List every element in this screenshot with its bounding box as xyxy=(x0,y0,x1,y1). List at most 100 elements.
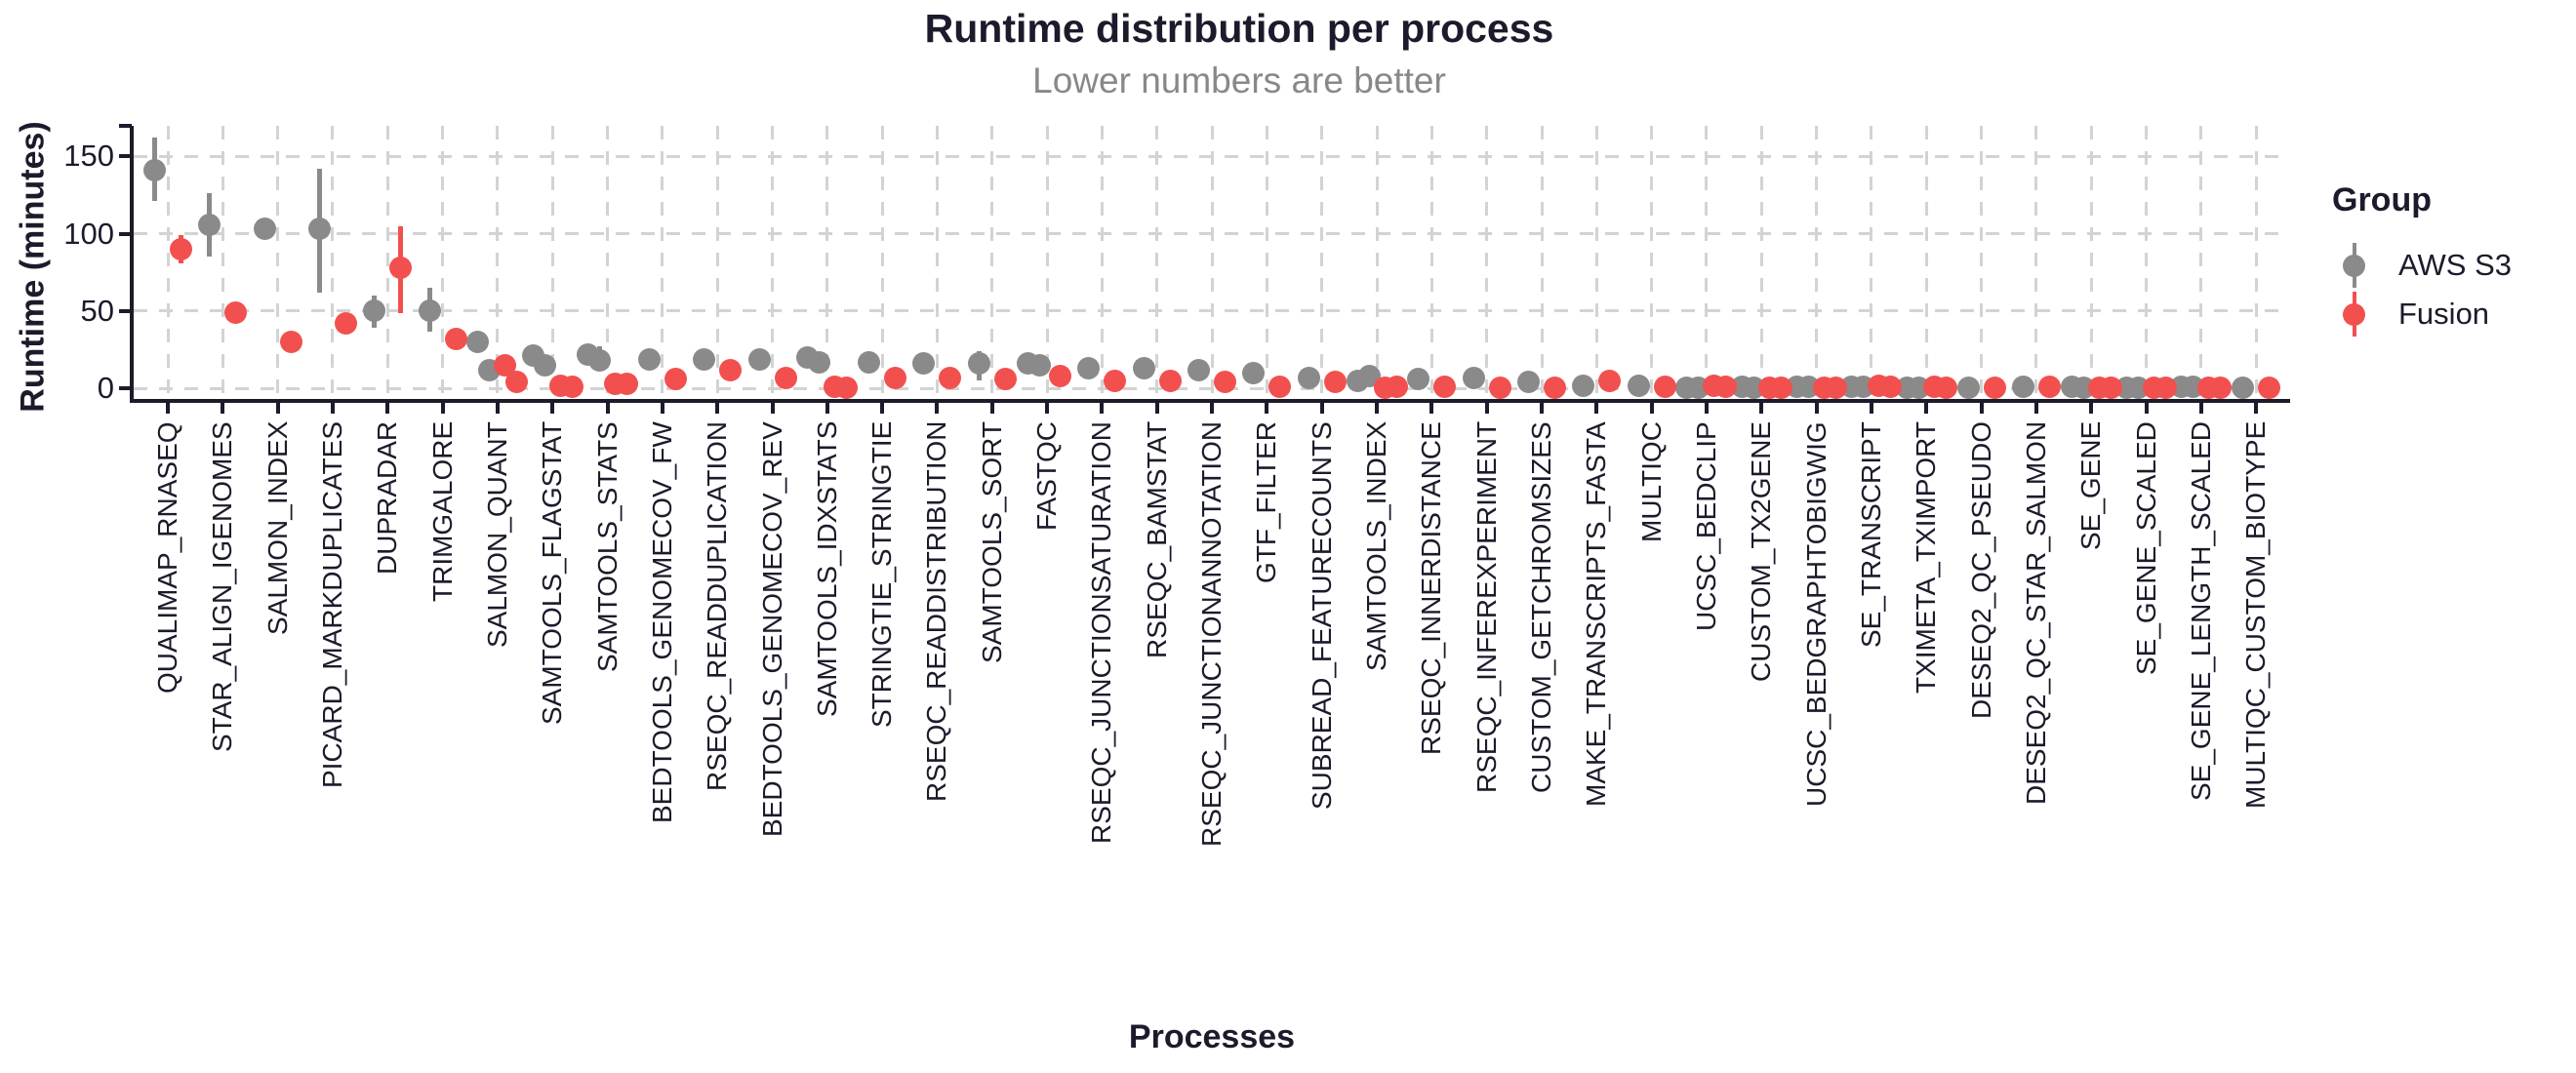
legend-label: Fusion xyxy=(2398,297,2490,331)
grid-line-horizontal xyxy=(134,386,2290,390)
grid-line-vertical xyxy=(1980,126,1984,399)
x-tick-label: SAMTOOLS_STATS xyxy=(591,421,623,672)
grid-line-vertical xyxy=(1265,126,1268,399)
x-tick-label: UCSC_BEDGRAPHTOBIGWIG xyxy=(1800,421,1831,807)
data-point-aws-s3 xyxy=(1462,366,1485,389)
x-tick-label: SE_GENE_SCALED xyxy=(2130,421,2161,675)
grid-line-vertical xyxy=(1594,126,1598,399)
x-tick-mark xyxy=(2254,401,2259,414)
x-tick-mark xyxy=(605,401,610,414)
x-tick-mark xyxy=(1649,401,1654,414)
data-point-aws-s3 xyxy=(912,352,936,376)
data-point-fusion xyxy=(2209,377,2233,399)
data-point-aws-s3 xyxy=(253,218,276,241)
data-point-fusion xyxy=(444,328,467,350)
x-tick-label: RSEQC_JUNCTIONSATURATION xyxy=(1086,421,1117,844)
data-point-aws-s3 xyxy=(533,353,556,377)
data-point-aws-s3 xyxy=(1132,357,1155,380)
x-tick-mark xyxy=(2198,401,2203,414)
x-tick-mark xyxy=(550,401,555,414)
grid-line-vertical xyxy=(2089,126,2093,399)
grid-line-vertical xyxy=(2199,126,2203,399)
grid-line-vertical xyxy=(276,126,280,399)
x-axis-title: Processes xyxy=(1128,1018,1296,1055)
aws-s3-point-icon xyxy=(2342,241,2367,290)
grid-line-vertical xyxy=(385,126,389,399)
plot-subtitle: Lower numbers are better xyxy=(1032,60,1446,100)
data-point-fusion xyxy=(2037,376,2061,399)
data-point-fusion xyxy=(1598,369,1622,392)
grid-line-horizontal xyxy=(134,154,2290,158)
data-point-fusion xyxy=(835,377,859,399)
x-tick-label: SE_GENE_LENGTH_SCALED xyxy=(2185,421,2216,802)
x-tick-label: GTF_FILTER xyxy=(1251,421,1282,583)
y-tick-label: 100 xyxy=(63,216,114,251)
grid-line-vertical xyxy=(1540,126,1544,399)
data-point-fusion xyxy=(1983,377,2006,399)
plot-title: Runtime distribution per process xyxy=(924,6,1554,51)
legend-item-aws-s3: AWS S3 xyxy=(2332,241,2512,290)
data-point-aws-s3 xyxy=(1297,366,1320,389)
data-point-fusion xyxy=(1158,369,1182,392)
grid-line-vertical xyxy=(1924,126,1928,399)
grid-line-horizontal xyxy=(134,309,2290,313)
y-tick-label: 0 xyxy=(97,371,114,406)
data-point-fusion xyxy=(1769,377,1792,399)
y-tick-mark xyxy=(119,308,132,313)
x-tick-label: SE_TRANSCRIPT xyxy=(1855,421,1886,648)
data-point-fusion xyxy=(939,366,962,389)
data-point-fusion xyxy=(1214,371,1237,394)
x-tick-label: QUALIMAP_RNASEQ xyxy=(152,421,182,694)
x-tick-mark xyxy=(1265,401,1269,414)
data-point-fusion xyxy=(2099,377,2122,399)
x-tick-mark xyxy=(1210,401,1215,414)
grid-line-vertical xyxy=(825,126,829,399)
data-point-aws-s3 xyxy=(307,218,331,241)
data-point-fusion xyxy=(505,371,529,394)
x-tick-label: MULTIQC xyxy=(1635,421,1667,542)
x-tick-mark xyxy=(440,401,445,414)
x-tick-label: RSEQC_BAMSTAT xyxy=(1141,421,1172,659)
x-tick-label: STRINGTIE_STRINGTIE xyxy=(866,421,898,729)
data-point-fusion xyxy=(1934,377,1957,399)
data-point-fusion xyxy=(664,368,687,391)
x-tick-mark xyxy=(1759,401,1764,414)
y-tick-label: 50 xyxy=(80,293,114,328)
grid-line-vertical xyxy=(2254,126,2258,399)
data-point-fusion xyxy=(224,301,248,325)
x-tick-mark xyxy=(1814,401,1819,414)
x-tick-mark xyxy=(1594,401,1599,414)
data-point-aws-s3 xyxy=(1077,357,1101,380)
grid-line-vertical xyxy=(2034,126,2038,399)
x-axis-line xyxy=(130,399,2290,403)
x-tick-label: SAMTOOLS_SORT xyxy=(976,421,1007,663)
data-point-aws-s3 xyxy=(1027,353,1051,377)
data-point-fusion xyxy=(1488,377,1511,399)
data-point-fusion xyxy=(1049,365,1072,388)
x-tick-mark xyxy=(989,401,994,414)
grid-line-vertical xyxy=(715,126,719,399)
y-tick-mark xyxy=(119,231,132,236)
data-point-fusion xyxy=(170,237,192,260)
data-point-fusion xyxy=(1323,371,1347,394)
y-axis-title: Runtime (minutes) xyxy=(14,121,52,413)
x-tick-mark xyxy=(166,401,170,414)
x-tick-label: MULTIQC_CUSTOM_BIOTYPE xyxy=(2240,421,2272,810)
data-point-aws-s3 xyxy=(198,213,221,236)
x-tick-label: CUSTOM_GETCHROMSIZES xyxy=(1526,421,1556,793)
data-point-aws-s3 xyxy=(808,350,831,374)
data-point-fusion xyxy=(334,312,357,336)
x-tick-label: SAMTOOLS_INDEX xyxy=(1361,421,1392,672)
data-point-fusion xyxy=(1544,377,1566,399)
x-tick-mark xyxy=(715,401,720,414)
x-tick-label: SAMTOOLS_FLAGSTAT xyxy=(537,421,568,726)
grid-line-vertical xyxy=(661,126,664,399)
x-tick-mark xyxy=(2144,401,2149,414)
fusion-point-icon xyxy=(2342,290,2367,338)
data-point-fusion xyxy=(1879,376,1903,399)
data-point-fusion xyxy=(494,353,517,377)
x-tick-mark xyxy=(825,401,829,414)
grid-line-vertical xyxy=(1650,126,1654,399)
grid-line-vertical xyxy=(990,126,994,399)
x-tick-mark xyxy=(2089,401,2094,414)
